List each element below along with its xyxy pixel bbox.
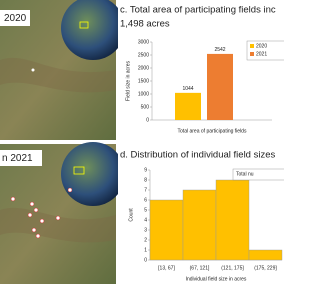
legend-swatch (250, 44, 254, 48)
chart-subtitle: 1,498 acres (120, 19, 170, 30)
x-axis-label: Total area of participating fields (178, 128, 247, 134)
y-tick-label: 6 (144, 197, 147, 203)
map-label: n 2021 (2, 153, 33, 164)
map-bottom: n 2021 (0, 142, 125, 284)
legend-box (232, 168, 284, 181)
x-tick-label: (175, 229] (254, 265, 277, 271)
chart-title: c. Total area of participating fields in… (120, 5, 276, 16)
y-tick-label: 0 (144, 257, 147, 263)
map-label: 2020 (4, 13, 27, 24)
y-tick-label: 2500 (138, 52, 149, 58)
x-tick-label: [13, 67] (158, 265, 175, 271)
data-label: 2542 (214, 47, 225, 53)
bar (215, 179, 250, 261)
y-tick-label: 7 (144, 187, 147, 193)
legend-label: 2021 (256, 51, 267, 57)
y-tick-label: 4 (144, 217, 147, 223)
y-axis-label: Field size in acres (125, 60, 131, 101)
legend-label: Total nu (236, 171, 254, 177)
legend-label: 2020 (256, 43, 267, 49)
y-tick-label: 2000 (138, 65, 149, 71)
y-tick-label: 1000 (138, 91, 149, 97)
y-tick-label: 8 (144, 177, 147, 183)
x-axis-label: Individual field size in acres (186, 276, 247, 282)
y-tick-label: 0 (146, 117, 149, 123)
map-top: 2020 (0, 0, 125, 140)
y-tick-label: 500 (141, 104, 150, 110)
y-axis-label: Count (128, 208, 134, 222)
y-tick-label: 5 (144, 207, 147, 213)
y-tick-label: 9 (144, 167, 147, 173)
y-tick-label: 2 (144, 237, 147, 243)
bar (182, 189, 217, 261)
y-tick-label: 3000 (138, 39, 149, 45)
bar (248, 249, 283, 261)
bar (207, 53, 233, 120)
legend-swatch (250, 52, 254, 56)
bar (149, 199, 184, 261)
figure: 2020 n 2021 c. Total area of participati… (0, 0, 284, 284)
legend-box (246, 40, 284, 61)
chart-title: d. Distribution of individual field size… (120, 150, 275, 161)
bar (175, 92, 201, 120)
data-label: 1044 (182, 86, 193, 92)
y-tick-label: 1500 (138, 78, 149, 84)
x-tick-label: (67, 121] (190, 265, 210, 271)
x-tick-label: (121, 175] (221, 265, 244, 271)
y-tick-label: 1 (144, 247, 147, 253)
y-tick-label: 3 (144, 227, 147, 233)
